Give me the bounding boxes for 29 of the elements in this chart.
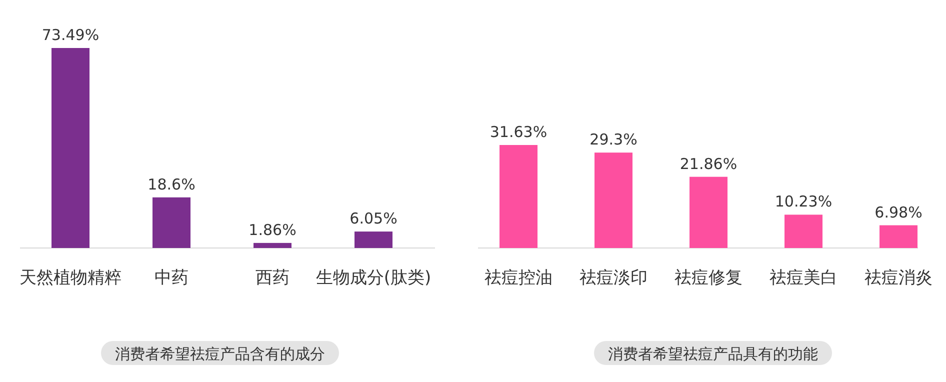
x-tick-label: 天然植物精粹: [20, 268, 122, 288]
data-label: 10.23%: [774, 192, 832, 211]
data-label: 18.6%: [148, 175, 196, 194]
text: 消费者希望祛痘产品含有的成分: [115, 345, 325, 363]
bar: [784, 214, 822, 248]
data-label: 29.3%: [590, 130, 638, 149]
data-label: 73.49%: [42, 26, 100, 44]
data-label: 1.86%: [248, 220, 296, 239]
x-tick-label: 祛痘消炎: [864, 268, 932, 288]
text: 消费者希望祛痘产品具有的功能: [608, 345, 818, 363]
bar: [880, 225, 918, 248]
data-label: 31.63%: [490, 123, 548, 141]
x-tick-label: 祛痘控油: [484, 268, 552, 288]
x-tick-label: 祛痘美白: [770, 268, 838, 288]
bar: [152, 197, 190, 248]
data-label: 21.86%: [680, 154, 738, 173]
bar: [254, 242, 292, 248]
x-tick-label: 祛痘淡印: [580, 268, 648, 288]
data-label: 6.98%: [874, 203, 922, 222]
bar: [354, 232, 392, 248]
x-tick-label: 生物成分(肽类): [316, 268, 432, 288]
x-tick-label: 中药: [154, 268, 188, 288]
x-tick-label: 西药: [256, 268, 290, 288]
bar: [594, 152, 632, 248]
data-label: 6.05%: [350, 210, 398, 228]
bar: [52, 48, 90, 248]
bar: [500, 145, 538, 248]
x-tick-label: 祛痘修复: [674, 268, 742, 288]
bar: [690, 176, 728, 248]
